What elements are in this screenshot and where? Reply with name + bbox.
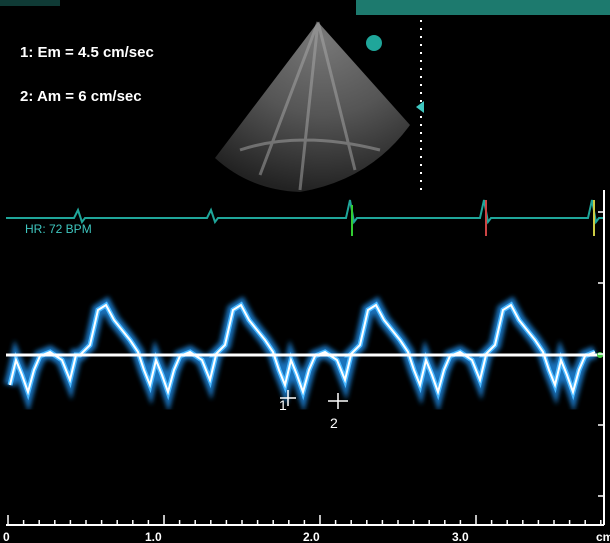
focus-marker xyxy=(416,101,424,113)
sector-texture xyxy=(239,21,381,191)
sector-image xyxy=(215,22,410,192)
doppler-trace xyxy=(4,296,598,413)
heart-rate: HR: 72 BPM xyxy=(25,222,92,236)
baseline-marker xyxy=(597,352,603,358)
measurement-am: 2: Am = 6 cm/sec xyxy=(20,88,142,105)
status-bar-left xyxy=(0,0,60,6)
axis-label: cm xyxy=(596,530,610,543)
measurement-em: 1: Em = 4.5 cm/sec xyxy=(20,44,154,61)
doppler-envelope xyxy=(9,303,596,396)
axis-label: 2.0 xyxy=(303,530,320,543)
axis-label: 3.0 xyxy=(452,530,469,543)
axis-label: 1.0 xyxy=(145,530,162,543)
marker-1: 1 xyxy=(279,397,287,413)
axis-ticks xyxy=(7,211,604,525)
probe-indicator xyxy=(366,35,382,51)
marker-2: 2 xyxy=(330,415,338,431)
status-bar xyxy=(356,0,610,15)
calipers xyxy=(280,390,348,409)
axis-label: 0 xyxy=(3,530,10,543)
